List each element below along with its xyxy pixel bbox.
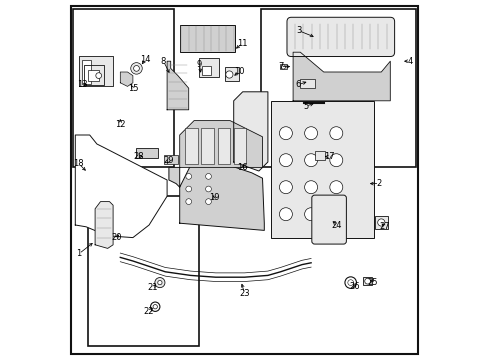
Bar [224, 67, 239, 81]
Circle shape [205, 186, 211, 192]
Bar [217, 128, 230, 164]
Bar [88, 196, 199, 346]
Text: 21: 21 [147, 284, 158, 292]
Bar [179, 25, 235, 52]
Text: 8: 8 [161, 57, 166, 66]
Bar [202, 66, 211, 75]
Circle shape [304, 154, 317, 167]
Text: 11: 11 [237, 39, 247, 48]
Text: 26: 26 [348, 282, 359, 291]
Text: 20: 20 [111, 233, 122, 242]
Polygon shape [292, 52, 389, 101]
Circle shape [329, 154, 342, 167]
Text: 18: 18 [73, 159, 84, 168]
Text: 6: 6 [295, 80, 301, 89]
Circle shape [133, 66, 139, 71]
Polygon shape [167, 61, 188, 110]
Bar [233, 128, 246, 164]
Circle shape [158, 280, 162, 285]
Text: 13: 13 [77, 80, 88, 89]
Circle shape [130, 63, 142, 74]
Text: 9: 9 [197, 60, 202, 69]
Circle shape [155, 278, 164, 288]
Circle shape [329, 181, 342, 194]
Text: 16: 16 [237, 163, 247, 172]
Circle shape [185, 174, 191, 179]
Bar [260, 9, 415, 167]
Bar [199, 58, 219, 77]
Text: 2: 2 [376, 179, 381, 188]
Bar [279, 64, 286, 69]
Polygon shape [84, 65, 104, 85]
Bar [163, 155, 178, 164]
Text: 28: 28 [133, 152, 143, 161]
Circle shape [304, 127, 317, 140]
Circle shape [185, 186, 191, 192]
Circle shape [205, 199, 211, 204]
Bar [201, 128, 213, 164]
FancyBboxPatch shape [286, 17, 394, 57]
Bar [136, 148, 158, 158]
Polygon shape [179, 121, 262, 167]
Text: 24: 24 [330, 220, 341, 230]
Text: 5: 5 [303, 102, 308, 111]
Circle shape [279, 181, 292, 194]
Circle shape [279, 208, 292, 221]
Text: 14: 14 [140, 55, 150, 64]
Circle shape [96, 73, 102, 78]
Polygon shape [120, 72, 133, 86]
Text: 17: 17 [323, 152, 334, 161]
Bar [314, 151, 324, 160]
Text: 3: 3 [295, 26, 301, 35]
Text: 4: 4 [407, 57, 412, 66]
Text: 23: 23 [239, 289, 249, 298]
Text: 25: 25 [366, 278, 377, 287]
Circle shape [279, 127, 292, 140]
Text: 15: 15 [127, 84, 138, 93]
Polygon shape [75, 135, 167, 238]
Text: 1: 1 [76, 249, 81, 258]
Bar [185, 128, 197, 164]
Text: 29: 29 [163, 156, 174, 165]
Bar [88, 70, 99, 81]
Polygon shape [79, 56, 113, 86]
Bar [73, 9, 174, 167]
Circle shape [364, 278, 370, 284]
Text: 7: 7 [277, 62, 283, 71]
Text: 27: 27 [379, 222, 389, 231]
Circle shape [281, 65, 285, 69]
Circle shape [205, 174, 211, 179]
Circle shape [185, 199, 191, 204]
Circle shape [304, 181, 317, 194]
Text: 22: 22 [143, 307, 154, 316]
Circle shape [225, 71, 232, 78]
Text: 19: 19 [208, 194, 219, 202]
Polygon shape [95, 202, 113, 248]
Bar [363, 277, 371, 285]
Circle shape [377, 219, 384, 226]
Bar [300, 79, 314, 88]
Polygon shape [168, 166, 264, 230]
Text: 12: 12 [115, 120, 125, 129]
Bar [374, 216, 387, 229]
Circle shape [279, 154, 292, 167]
Bar [271, 101, 373, 238]
Circle shape [304, 208, 317, 221]
Text: 10: 10 [233, 68, 244, 77]
Circle shape [329, 127, 342, 140]
Circle shape [329, 208, 342, 221]
Polygon shape [233, 92, 267, 171]
FancyBboxPatch shape [311, 195, 346, 244]
Bar [81, 60, 91, 84]
